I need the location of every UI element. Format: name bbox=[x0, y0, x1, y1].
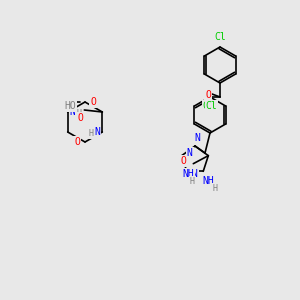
Text: H: H bbox=[213, 184, 218, 193]
Text: N: N bbox=[70, 107, 76, 117]
Text: NH: NH bbox=[182, 169, 194, 179]
Text: Cl: Cl bbox=[202, 101, 214, 111]
Text: O: O bbox=[180, 156, 186, 166]
Text: H: H bbox=[190, 177, 195, 186]
Text: HO: HO bbox=[64, 101, 76, 111]
Text: N: N bbox=[94, 127, 100, 137]
Text: H: H bbox=[76, 110, 81, 118]
Text: N: N bbox=[192, 169, 198, 179]
Text: N: N bbox=[194, 133, 200, 143]
Text: H: H bbox=[89, 130, 94, 139]
Text: NH: NH bbox=[202, 176, 214, 186]
Text: O: O bbox=[77, 113, 83, 123]
Text: Cl: Cl bbox=[214, 32, 226, 42]
Text: O: O bbox=[90, 97, 96, 107]
Text: Cl: Cl bbox=[206, 101, 218, 111]
Text: O: O bbox=[74, 137, 80, 147]
Text: O: O bbox=[205, 90, 211, 100]
Text: N: N bbox=[187, 148, 193, 158]
